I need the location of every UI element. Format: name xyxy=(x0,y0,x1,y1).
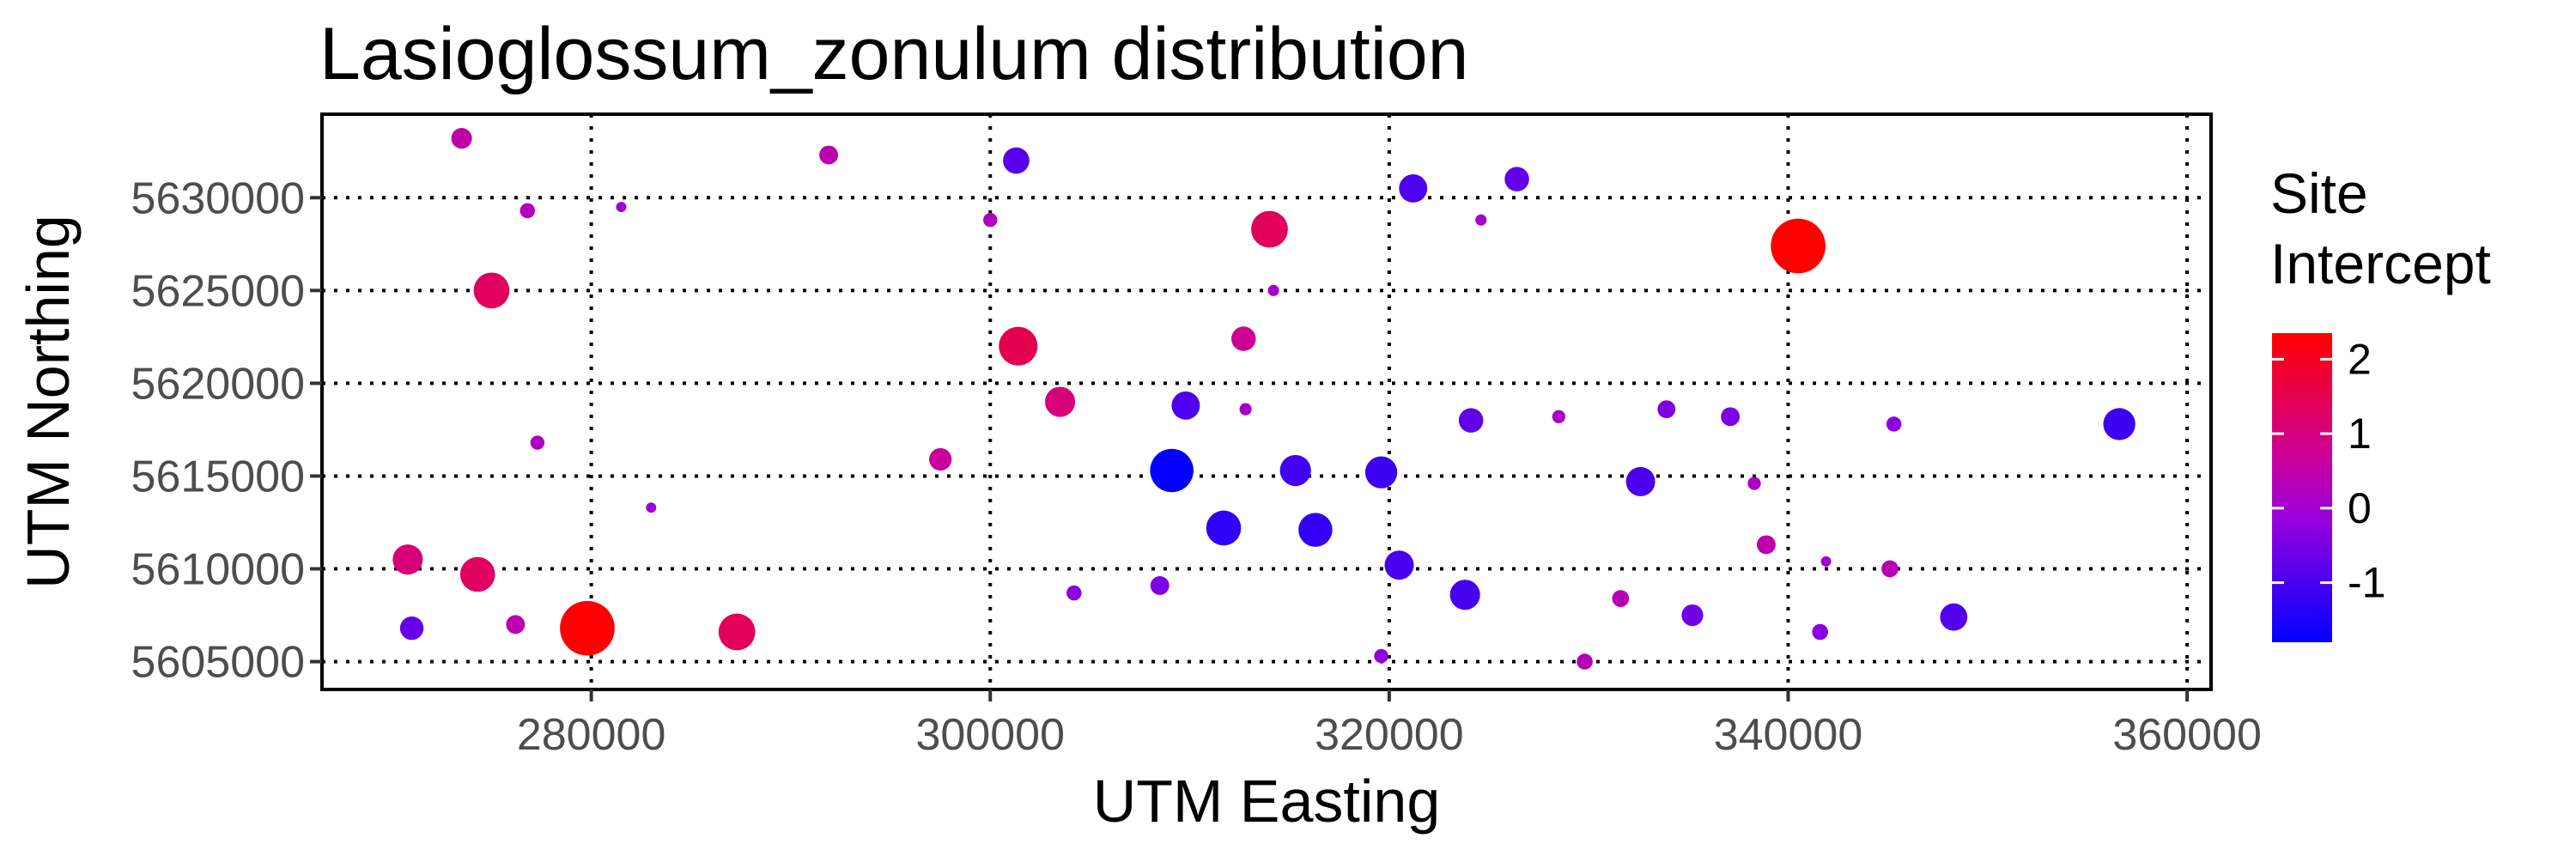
data-point xyxy=(1206,510,1242,546)
legend-title-line-2: Intercept xyxy=(2270,232,2491,295)
data-point xyxy=(1045,386,1076,417)
data-point xyxy=(999,326,1038,366)
data-point xyxy=(1721,407,1741,427)
data-point xyxy=(1458,408,1484,433)
legend-tick-label: 2 xyxy=(2348,335,2372,383)
data-point xyxy=(1066,585,1082,601)
data-point xyxy=(1771,218,1826,274)
data-point xyxy=(459,556,495,592)
data-point xyxy=(1625,466,1656,496)
legend-tick-label: -1 xyxy=(2348,559,2385,607)
data-point xyxy=(399,616,424,641)
data-point xyxy=(1267,284,1279,296)
chart-title: Lasioglossum_zonulum distribution xyxy=(319,13,1469,95)
data-point xyxy=(473,272,510,309)
x-tick-label: 320000 xyxy=(1315,710,1464,760)
data-point xyxy=(1364,456,1398,489)
data-point xyxy=(1399,174,1428,203)
gridlines xyxy=(322,114,2211,689)
legend-title-line-1: Site xyxy=(2270,161,2368,225)
data-point xyxy=(819,145,839,165)
y-tick-label: 5610000 xyxy=(131,545,305,595)
data-point xyxy=(1747,477,1761,490)
y-tick-label: 5615000 xyxy=(131,452,305,501)
data-point xyxy=(1003,147,1030,174)
data-points xyxy=(392,128,2136,670)
data-point xyxy=(1812,623,1828,641)
data-point xyxy=(1577,653,1593,670)
data-point xyxy=(983,212,998,228)
legend-tick-label: 1 xyxy=(2348,410,2372,458)
legend: Site Intercept 2 1 0 -1 xyxy=(2270,161,2491,642)
legend-ticks: 2 1 0 -1 xyxy=(2272,335,2385,607)
data-point xyxy=(1756,535,1776,555)
data-point xyxy=(506,615,526,635)
y-tick-label: 5620000 xyxy=(131,359,305,409)
y-tick-label: 5625000 xyxy=(131,266,305,316)
data-point xyxy=(451,128,472,149)
data-point xyxy=(1449,580,1480,610)
data-point xyxy=(530,435,545,450)
x-tick-label: 280000 xyxy=(517,710,666,760)
x-tick-label: 300000 xyxy=(915,710,1065,760)
data-point xyxy=(1171,391,1200,420)
data-point xyxy=(1150,448,1194,493)
data-point xyxy=(1886,416,1902,432)
data-point xyxy=(616,202,627,213)
legend-color-bar xyxy=(2272,333,2332,642)
x-axis-ticks: 280000 300000 320000 340000 360000 xyxy=(517,710,2262,760)
data-point xyxy=(1231,326,1256,351)
y-axis-ticks: 5605000 5610000 5615000 5620000 5625000 56300… xyxy=(131,173,305,687)
data-point xyxy=(1657,400,1676,419)
data-point xyxy=(929,447,952,471)
data-point xyxy=(1251,210,1288,248)
data-point xyxy=(519,203,536,219)
data-point xyxy=(392,544,423,575)
y-tick-label: 5605000 xyxy=(131,638,305,688)
data-point xyxy=(1940,603,1968,631)
data-point xyxy=(560,600,615,656)
data-point xyxy=(1820,556,1832,567)
data-point xyxy=(1239,403,1252,416)
x-tick-label: 360000 xyxy=(2112,710,2262,760)
data-point xyxy=(1475,214,1487,226)
data-point xyxy=(1279,454,1311,487)
x-tick-label: 340000 xyxy=(1714,710,1863,760)
data-point xyxy=(718,613,756,651)
y-tick-label: 5630000 xyxy=(131,173,305,223)
y-axis-title: UTM Northing xyxy=(15,215,82,589)
plot-frame xyxy=(320,112,2213,691)
data-point xyxy=(1384,550,1414,580)
data-point xyxy=(2103,408,2136,440)
data-point xyxy=(1298,513,1333,547)
data-point xyxy=(1881,560,1899,578)
data-point xyxy=(1150,576,1170,595)
data-point xyxy=(1681,604,1704,627)
data-point xyxy=(1504,167,1529,191)
data-point xyxy=(1374,648,1388,664)
x-axis-title: UTM Easting xyxy=(1093,768,1441,835)
data-point xyxy=(1552,410,1565,423)
data-point xyxy=(646,502,657,513)
legend-tick-label: 0 xyxy=(2348,484,2372,532)
tick-marks xyxy=(310,196,2190,701)
data-point xyxy=(1612,590,1630,607)
